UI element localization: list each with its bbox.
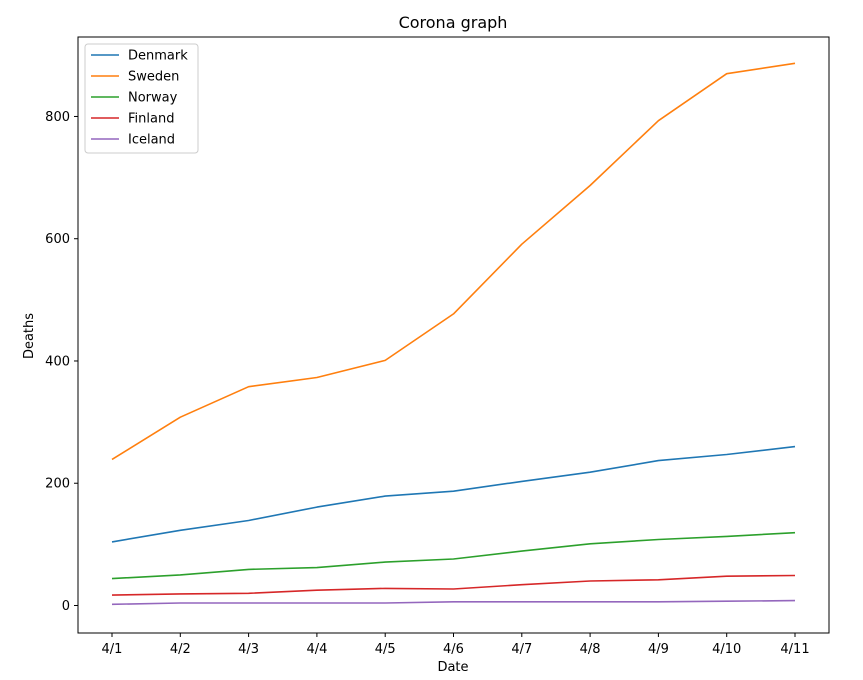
y-tick-label: 600 [45,232,70,247]
series-line-sweden [111,62,796,461]
legend-label: Sweden [128,70,179,85]
x-tick-label: 4/8 [580,642,601,657]
x-tick-label: 4/7 [511,642,532,657]
series-lines [111,62,796,606]
y-axis: 0 200 400 600 800 [45,110,78,614]
y-axis-label: Deaths [22,313,37,359]
x-tick-label: 4/2 [170,642,191,657]
legend-label: Denmark [128,49,188,64]
x-tick-label: 4/3 [238,642,259,657]
x-tick-label: 4/6 [443,642,464,657]
y-tick-label: 400 [45,354,70,369]
series-line-norway [111,531,796,580]
legend-box [84,43,199,154]
x-tick-label: 4/5 [375,642,396,657]
x-tick-label: 4/10 [712,642,741,657]
x-tick-label: 4/11 [780,642,809,657]
x-tick-label: 4/4 [306,642,327,657]
chart-title: Corona graph [399,13,508,32]
legend-label: Norway [128,91,178,106]
legend-label: Iceland [128,133,175,148]
series-line-finland [111,574,796,596]
x-axis-label: Date [437,660,468,675]
series-line-iceland [111,599,796,606]
legend-label: Finland [128,112,174,127]
y-tick-label: 0 [62,599,70,614]
x-axis: 4/1 4/2 4/3 4/4 4/5 4/6 4/7 4/8 4/9 4/10 4/11 [102,633,810,657]
x-tick-label: 4/9 [648,642,669,657]
series-line-denmark [111,445,796,543]
legend: Denmark Sweden Norway Finland Iceland [84,43,199,154]
x-tick-label: 4/1 [102,642,123,657]
y-tick-label: 800 [45,110,70,125]
y-tick-label: 200 [45,477,70,492]
